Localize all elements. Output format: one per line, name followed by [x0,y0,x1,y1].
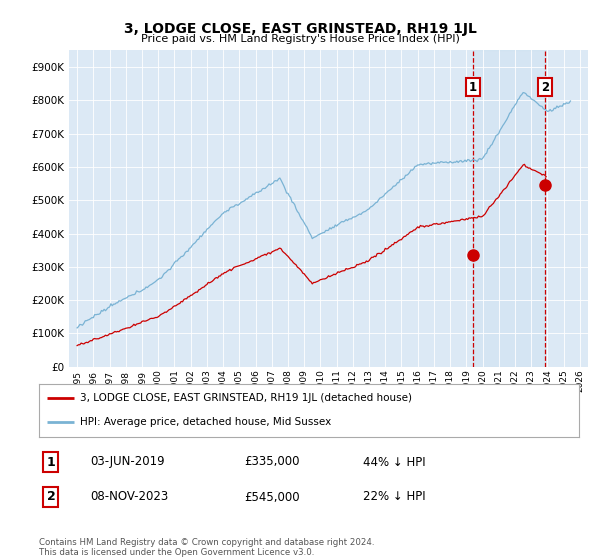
Text: 22% ↓ HPI: 22% ↓ HPI [363,491,425,503]
Text: 2: 2 [47,491,55,503]
Text: 2: 2 [541,81,549,94]
Text: £545,000: £545,000 [244,491,300,503]
Text: £335,000: £335,000 [244,455,300,469]
Text: 1: 1 [47,455,55,469]
Text: 44% ↓ HPI: 44% ↓ HPI [363,455,425,469]
Text: 3, LODGE CLOSE, EAST GRINSTEAD, RH19 1JL (detached house): 3, LODGE CLOSE, EAST GRINSTEAD, RH19 1JL… [79,393,412,403]
Text: HPI: Average price, detached house, Mid Sussex: HPI: Average price, detached house, Mid … [79,417,331,427]
Text: 03-JUN-2019: 03-JUN-2019 [90,455,165,469]
Text: 3, LODGE CLOSE, EAST GRINSTEAD, RH19 1JL: 3, LODGE CLOSE, EAST GRINSTEAD, RH19 1JL [124,22,476,36]
Text: Contains HM Land Registry data © Crown copyright and database right 2024.
This d: Contains HM Land Registry data © Crown c… [39,538,374,557]
Text: Price paid vs. HM Land Registry's House Price Index (HPI): Price paid vs. HM Land Registry's House … [140,34,460,44]
Text: 08-NOV-2023: 08-NOV-2023 [90,491,169,503]
Bar [473,50,545,367]
Text: 1: 1 [469,81,477,94]
